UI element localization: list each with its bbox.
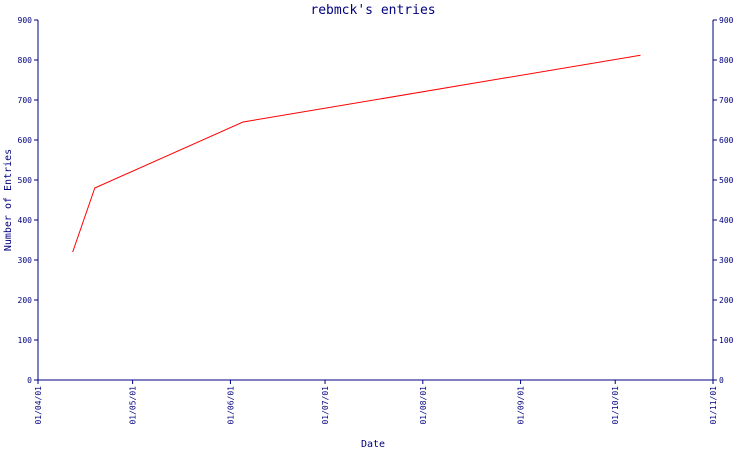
x-tick-label: 01/11/01 (709, 386, 718, 425)
y-tick-label-left: 200 (18, 296, 33, 305)
y-tick-label-right: 0 (719, 376, 724, 385)
series-line (72, 54, 641, 253)
y-tick-label-right: 900 (719, 16, 734, 25)
x-tick-label: 01/06/01 (226, 386, 235, 425)
y-tick-label-left: 0 (27, 376, 32, 385)
y-tick-label-left: 600 (18, 136, 33, 145)
y-tick-label-left: 300 (18, 256, 33, 265)
y-tick-label-left: 100 (18, 336, 33, 345)
axes (37, 20, 714, 381)
y-tick-label-right: 600 (719, 136, 734, 145)
y-tick-label-right: 800 (719, 56, 734, 65)
y-tick-label-right: 200 (719, 296, 734, 305)
y-axis-label: Number of Entries (3, 149, 14, 251)
x-tick-label: 01/05/01 (129, 386, 138, 425)
x-tick-label: 01/10/01 (611, 386, 620, 425)
series-layer (72, 54, 641, 253)
y-tick-label-left: 900 (18, 16, 33, 25)
x-tick-label: 01/04/01 (34, 386, 43, 425)
y-tick-label-right: 300 (719, 256, 734, 265)
x-tick-label: 01/09/01 (517, 386, 526, 425)
ticks: 0 0 100 100 200 200 300 300 400 400 500 500 600 600 70… (18, 16, 734, 425)
y-tick-label-right: 700 (719, 96, 734, 105)
y-tick-label-right: 400 (719, 216, 734, 225)
y-tick-label-left: 800 (18, 56, 33, 65)
x-tick-label: 01/07/01 (321, 386, 330, 425)
y-tick-label-left: 700 (18, 96, 33, 105)
y-tick-label-right: 100 (719, 336, 734, 345)
x-axis-label: Date (361, 439, 385, 450)
y-tick-label-left: 400 (18, 216, 33, 225)
chart-title: rebmck's entries (310, 3, 435, 18)
x-tick-label: 01/08/01 (419, 386, 428, 425)
plot-frame (38, 20, 713, 380)
y-tick-label-right: 500 (719, 176, 734, 185)
y-tick-label-left: 500 (18, 176, 33, 185)
